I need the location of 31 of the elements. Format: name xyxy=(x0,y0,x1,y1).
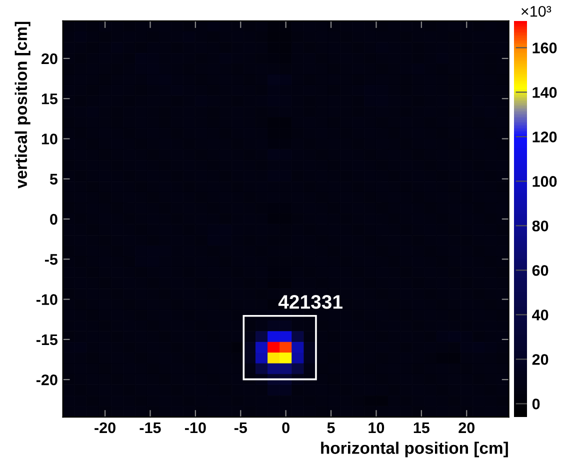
y-tick-label: -15 xyxy=(36,334,58,346)
color-bar-label: 140 xyxy=(532,87,557,98)
color-bar-label: 120 xyxy=(532,132,557,142)
y-tick-label: -10 xyxy=(36,294,58,305)
y-axis-title: vertical position [cm] xyxy=(14,22,30,189)
annotation: 421331 xyxy=(278,295,342,309)
x-tick-label: 10 xyxy=(368,422,384,434)
y-tick-label: 10 xyxy=(42,134,58,144)
x-tick-label: 20 xyxy=(458,422,474,434)
x-tick-label: -5 xyxy=(234,422,247,434)
x-tick-label: 15 xyxy=(414,422,430,434)
y-tick-label: 5 xyxy=(50,174,58,185)
color-bar-label: 0 xyxy=(532,398,540,410)
x-tick-label: -10 xyxy=(184,422,206,434)
color-bar-label: 160 xyxy=(532,42,557,54)
x-tick-label: -20 xyxy=(94,422,116,434)
y-tick-label: -20 xyxy=(36,374,58,386)
color-bar-label: 60 xyxy=(532,265,548,276)
x-tick-label: -15 xyxy=(140,422,161,434)
color-bar-title: ×10³ xyxy=(521,6,552,17)
color-bar-label: 80 xyxy=(532,220,548,232)
y-tick-label: -5 xyxy=(44,254,58,265)
y-tick-label: 15 xyxy=(42,94,58,104)
y-tick-label: 20 xyxy=(42,53,58,64)
x-axis-title: horizontal position [cm] xyxy=(321,442,508,458)
color-bar-label: 100 xyxy=(532,176,557,187)
x-tick-label: 5 xyxy=(327,422,335,434)
color-bar-label: 40 xyxy=(532,310,548,320)
color-bar-label: 20 xyxy=(532,354,548,365)
x-tick-label: 0 xyxy=(282,422,290,434)
y-tick-label: 0 xyxy=(50,214,58,225)
